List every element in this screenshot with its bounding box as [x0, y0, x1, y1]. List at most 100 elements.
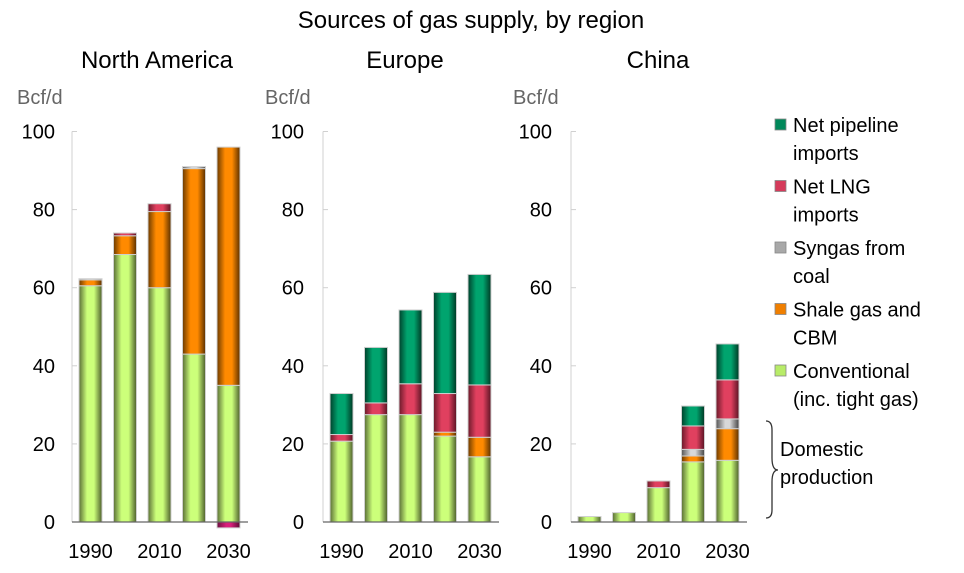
legend-label: Syngas from [793, 238, 905, 260]
chart-title: Sources of gas supply, by region [298, 7, 644, 34]
x-tick-label: 1990 [68, 541, 113, 563]
bar-segment-shale-gas-and-cbm-2030 [467, 436, 492, 458]
panel-north-america: North America Bcf/d 0 20 40 60 80 100 1990 2010 20… [17, 47, 251, 563]
y-tick-label: 20 [530, 434, 552, 456]
legend-item-syngas-from-coal: Syngas from coal [774, 238, 905, 288]
brace-icon [765, 420, 779, 519]
panel-china: China Bcf/d 0 20 40 60 80 100 1990 2010 2030 [513, 47, 750, 563]
bar-segment-conventional-inc-tight-gas-2030 [715, 459, 740, 523]
bar-segment-shale-gas-and-cbm-2030 [715, 428, 740, 461]
annotation-line-2: production [780, 467, 873, 489]
y-tick-label: 100 [519, 122, 552, 144]
y-tick-label: 20 [33, 434, 55, 456]
bar-segment-net-lng-imports-2030 [467, 384, 492, 438]
bar-segment-conventional-inc-tight-gas-2030 [467, 456, 492, 523]
panel-title: North America [81, 47, 234, 74]
bar-segment-net-lng-imports-2010 [147, 203, 172, 213]
bar-segment-conventional-inc-tight-gas-2020 [681, 461, 705, 523]
y-tick-label: 60 [530, 278, 552, 300]
bar-segment-conventional-inc-tight-gas-2010 [147, 287, 172, 523]
y-tick-label: 60 [33, 278, 55, 300]
bar-segment-shale-gas-and-cbm-2020 [182, 168, 206, 355]
x-tick-label: 2010 [636, 541, 681, 563]
bar-segment-net-lng-imports-2030 [216, 521, 241, 529]
bar-segment-net-lng-imports-2010 [646, 480, 671, 489]
bar-segment-net-pipeline-imports-2030 [467, 273, 492, 386]
legend: Net pipeline imports Net LNG imports Syngas … [774, 115, 921, 411]
bar-segment-net-lng-imports-2010 [398, 383, 423, 416]
bar-segment-conventional-inc-tight-gas-2000 [364, 414, 388, 523]
legend-item-conventional-inc-tight-gas: Conventional (inc. tight gas) [774, 361, 919, 411]
x-tick-label: 2030 [705, 541, 750, 563]
bar-segment-net-pipeline-imports-2000 [364, 346, 388, 404]
bar-segment-syngas-from-coal-2020 [182, 166, 206, 170]
bar-segment-net-lng-imports-2030 [715, 379, 740, 420]
y-tick-label: 80 [33, 200, 55, 222]
bar-segment-shale-gas-and-cbm-2020 [681, 455, 705, 463]
bar-segment-conventional-inc-tight-gas-2000 [113, 254, 137, 523]
legend-label: (inc. tight gas) [793, 389, 919, 411]
bar-segment-net-pipeline-imports-2010 [398, 309, 423, 385]
y-tick-label: 40 [282, 356, 304, 378]
legend-item-net-pipeline-imports: Net pipeline imports [774, 115, 899, 165]
y-tick-label: 100 [271, 122, 304, 144]
bar-segment-shale-gas-and-cbm-2030 [216, 146, 241, 386]
bar-segment-conventional-inc-tight-gas-2020 [182, 353, 206, 523]
legend-swatch [774, 241, 787, 254]
x-tick-label: 2010 [137, 541, 182, 563]
bar-segment-shale-gas-and-cbm-2020 [433, 431, 457, 437]
legend-label: coal [793, 266, 830, 288]
y-axis-unit-label: Bcf/d [265, 87, 311, 109]
panel-title: Europe [366, 47, 443, 74]
bar-segment-shale-gas-and-cbm-2010 [147, 211, 172, 289]
y-tick-label: 0 [44, 512, 55, 534]
bar-segment-net-lng-imports-1990 [329, 434, 354, 442]
y-tick-label: 20 [282, 434, 304, 456]
y-tick-label: 80 [530, 200, 552, 222]
bar-segment-conventional-inc-tight-gas-2030 [216, 384, 241, 523]
bar-segment-conventional-inc-tight-gas-1990 [577, 516, 602, 523]
bar-segment-net-lng-imports-2000 [113, 232, 137, 237]
y-tick-label: 60 [282, 278, 304, 300]
bar-segment-syngas-from-coal-2030 [715, 418, 740, 430]
domestic-production-annotation: Domestic production [765, 420, 873, 519]
legend-label: imports [793, 143, 859, 165]
legend-label: CBM [793, 328, 837, 350]
bar-segment-net-lng-imports-2020 [433, 393, 457, 433]
y-axis-unit-label: Bcf/d [513, 87, 559, 109]
bar-segment-net-pipeline-imports-1990 [329, 393, 354, 436]
bar-segment-conventional-inc-tight-gas-1990 [329, 440, 354, 523]
legend-swatch [774, 180, 787, 192]
legend-swatch [774, 118, 787, 131]
x-tick-label: 2030 [206, 541, 251, 563]
y-tick-label: 40 [530, 356, 552, 378]
panel-title: China [627, 47, 690, 74]
legend-item-net-lng-imports: Net LNG imports [774, 177, 871, 227]
x-tick-label: 1990 [319, 541, 364, 563]
y-tick-label: 40 [33, 356, 55, 378]
y-tick-label: 0 [541, 512, 552, 534]
legend-label: Shale gas and [793, 300, 921, 322]
bar-segment-syngas-from-coal-1990 [78, 278, 103, 281]
y-tick-label: 80 [282, 200, 304, 222]
y-axis-unit-label: Bcf/d [17, 87, 63, 109]
bar-segment-conventional-inc-tight-gas-2010 [646, 487, 671, 523]
bar-segment-shale-gas-and-cbm-2000 [113, 235, 137, 256]
x-tick-label: 1990 [567, 541, 612, 563]
bar-segment-net-pipeline-imports-2030 [715, 343, 740, 381]
x-tick-label: 2010 [388, 541, 433, 563]
bar-segment-conventional-inc-tight-gas-2000 [612, 512, 636, 523]
bar-segment-conventional-inc-tight-gas-2020 [433, 435, 457, 523]
legend-label: Net pipeline [793, 115, 899, 137]
y-tick-label: 0 [293, 512, 304, 534]
legend-label: Net LNG [793, 177, 871, 199]
annotation-line-1: Domestic [780, 439, 863, 461]
legend-item-shale-gas-and-cbm: Shale gas and CBM [774, 300, 921, 350]
panel-europe: Europe Bcf/d 0 20 40 60 80 100 1990 2010 2030 [265, 47, 502, 563]
legend-swatch [774, 303, 787, 315]
bar-segment-syngas-from-coal-2020 [681, 448, 705, 457]
bar-segment-net-lng-imports-2020 [681, 425, 705, 450]
bar-segment-net-pipeline-imports-2020 [681, 405, 705, 427]
legend-label: Conventional [793, 361, 910, 383]
